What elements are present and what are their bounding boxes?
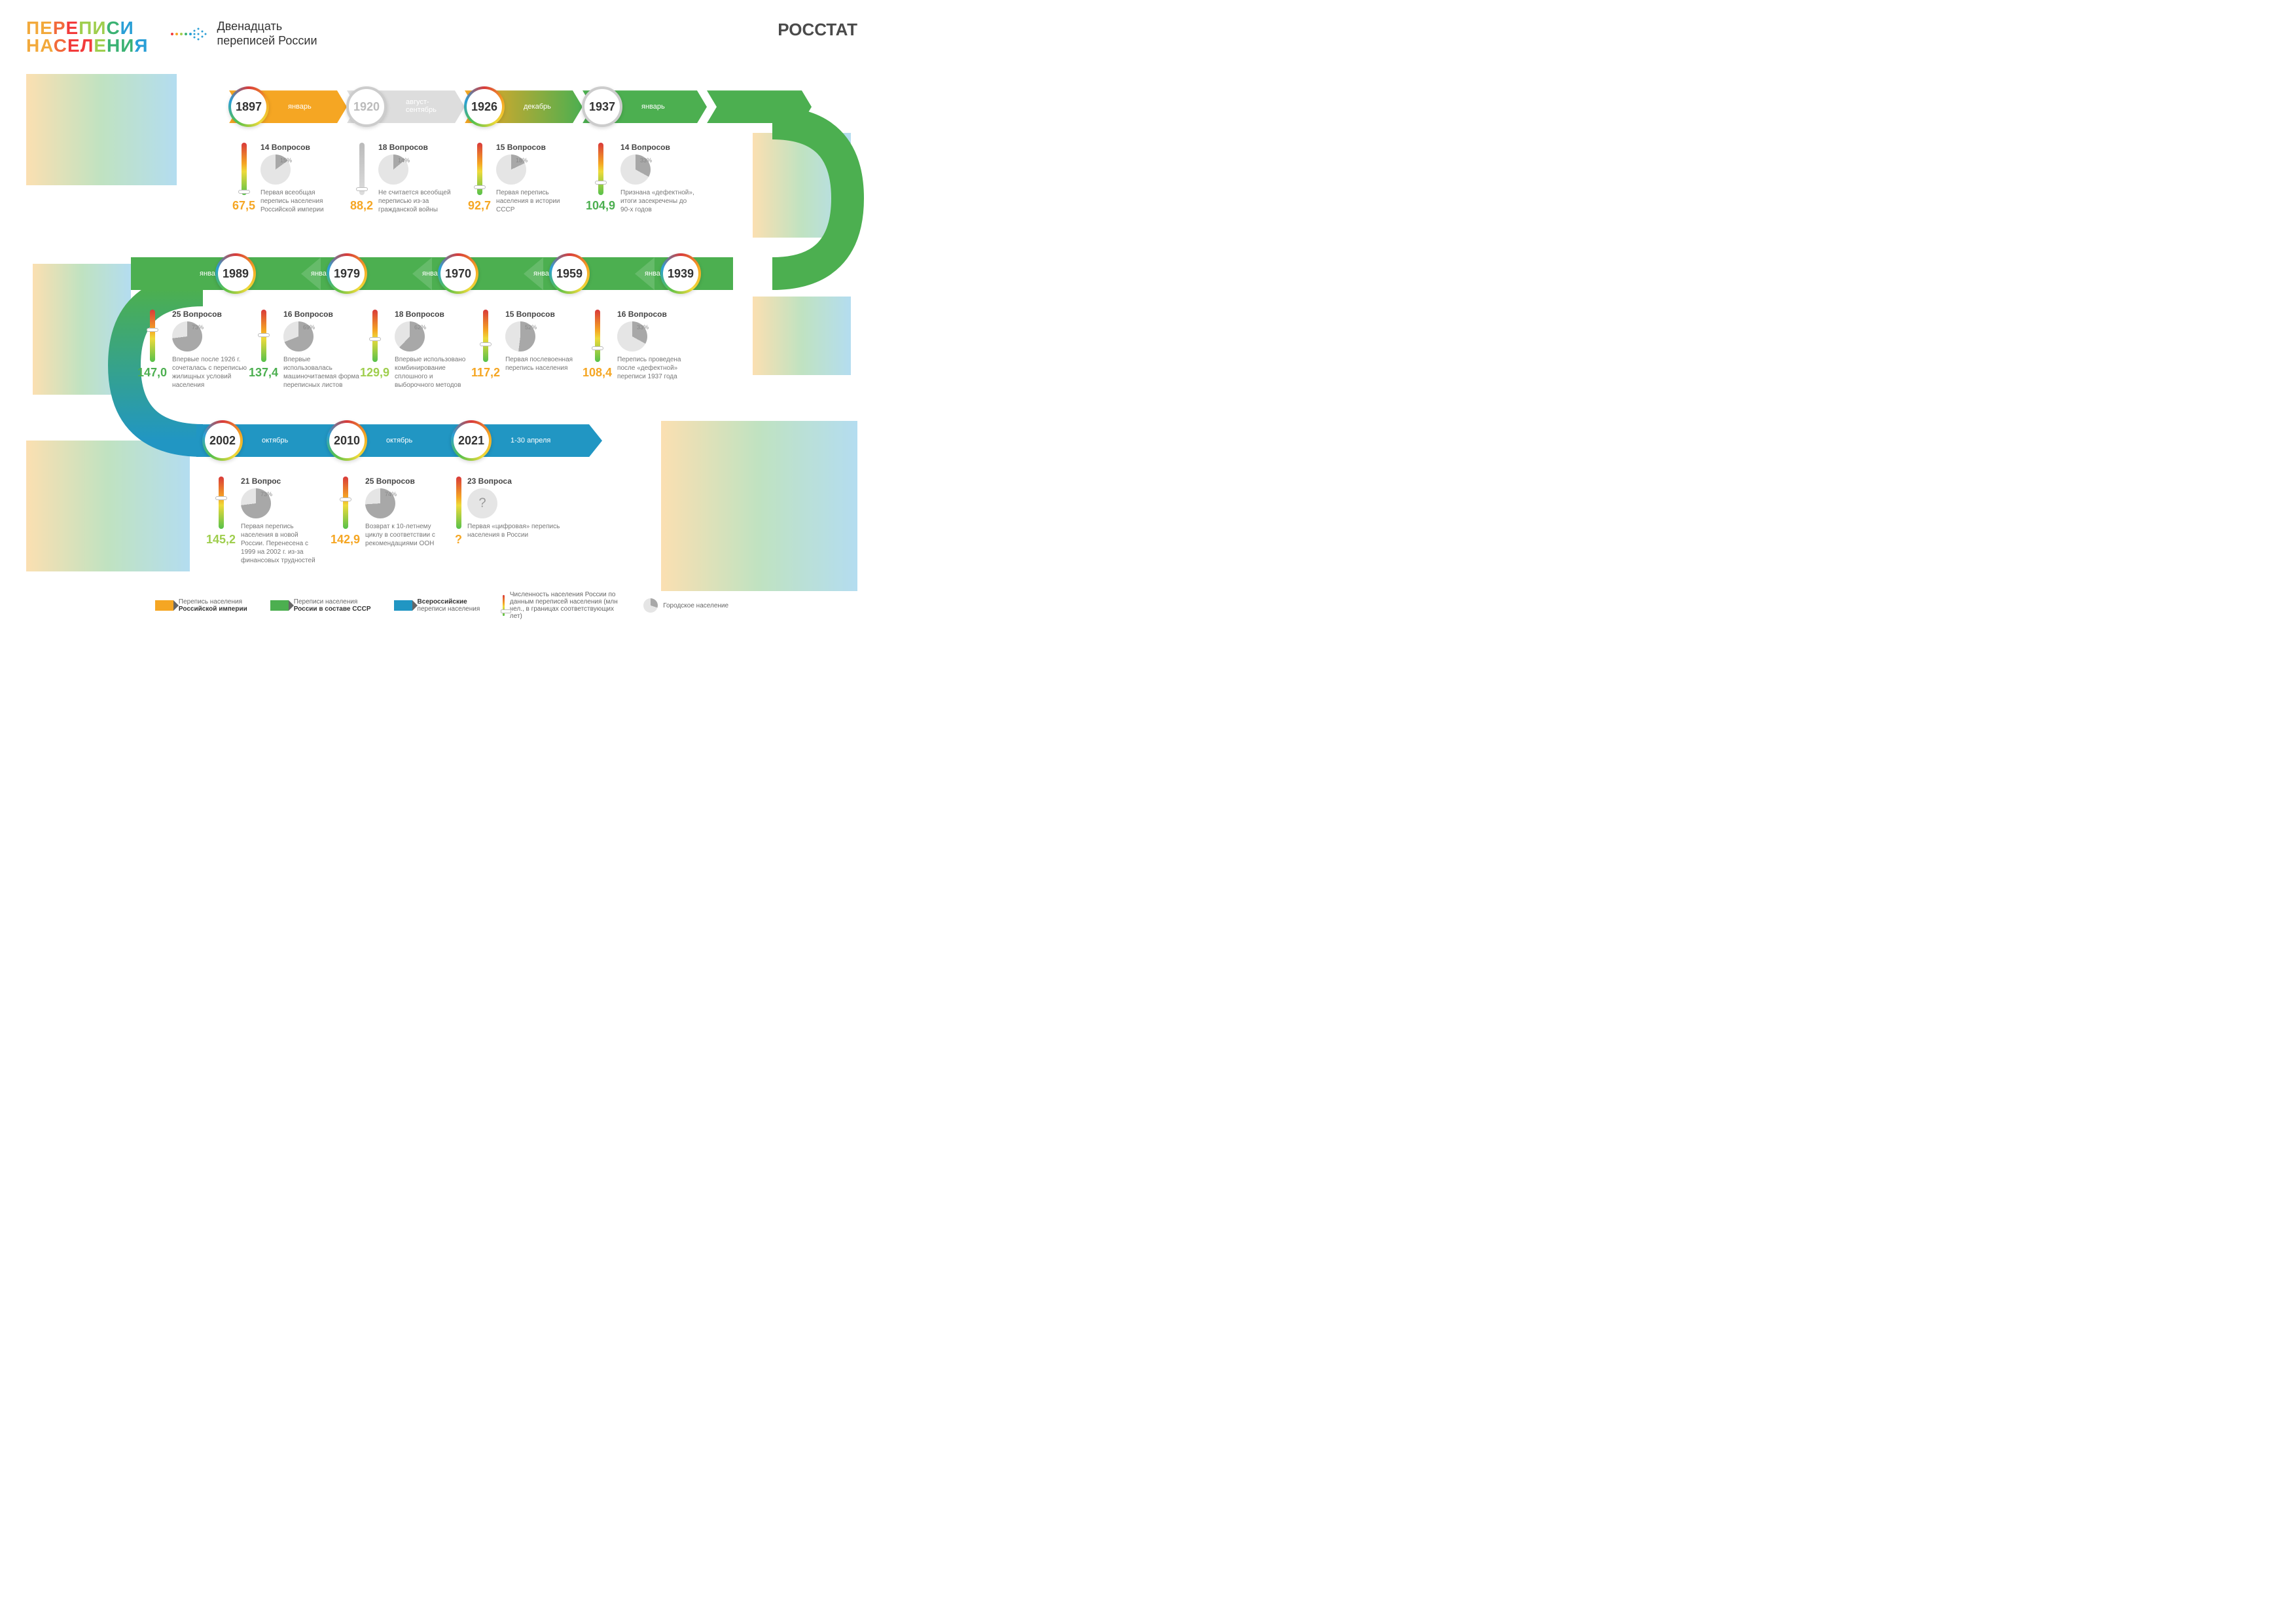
year-badge-2021: 2021 (451, 420, 492, 461)
population-bar (261, 310, 266, 362)
question-count: 25 Вопросов (172, 310, 249, 319)
ribbon-segment (707, 90, 812, 123)
census-card-2021: ? 23 Вопроса ? Первая «цифровая» перепис… (455, 477, 566, 547)
population-bar (150, 310, 155, 362)
question-count: 25 Вопросов (365, 477, 442, 486)
logo-title: ПЕРЕПИСИ НАСЕЛЕНИЯ (26, 20, 149, 54)
census-description: Впервые после 1926 г. сочеталась с переп… (172, 355, 249, 389)
population-bar (598, 143, 603, 195)
sketch-street-icon (26, 441, 190, 571)
ribbon-row-3 (26, 424, 857, 457)
question-count: 14 Вопросов (260, 143, 344, 152)
census-card-1937: 104,9 14 Вопросов 33% Признана «дефектно… (586, 143, 697, 214)
month-label: январь (288, 103, 312, 111)
census-card-1897: 67,5 14 Вопросов 15% Первая всеобщая пер… (232, 143, 344, 214)
population-value: 108,4 (583, 366, 612, 380)
month-label: август- сентябрь (406, 98, 437, 114)
question-count: 15 Вопросов (505, 310, 583, 319)
population-value: 145,2 (206, 533, 236, 547)
month-label: октябрь (386, 437, 412, 444)
census-card-1926: 92,7 15 Вопросов 18% Первая перепись нас… (468, 143, 579, 214)
brand-rosstat: РОССТАТ (778, 20, 857, 40)
question-count: 16 Вопросов (617, 310, 694, 319)
legend: .legend-swatch-arrow[style*="rgb(245, 16… (26, 591, 857, 620)
census-description: Первая всеобщая перепись населения Росси… (260, 189, 344, 214)
population-value: 88,2 (350, 199, 373, 213)
population-bar (242, 143, 247, 195)
census-description: Впервые использовано комбинирование спло… (395, 355, 471, 389)
year-badge-1989: 1989 (215, 253, 256, 294)
census-description: Признана «дефектной», итоги засекречены … (620, 189, 697, 214)
year-badge-1939: 1939 (660, 253, 701, 294)
question-count: 21 Вопрос (241, 477, 317, 486)
legend-population-bar: Численность населения России по данным п… (503, 591, 620, 620)
population-value: 137,4 (249, 366, 278, 380)
census-description: Первая «цифровая» перепись населения в Р… (467, 522, 566, 539)
population-bar (219, 477, 224, 529)
year-badge-1920: 1920 (346, 86, 387, 127)
arrow-dots-icon (168, 24, 207, 44)
question-count: 14 Вопросов (620, 143, 697, 152)
question-count: 18 Вопросов (378, 143, 461, 152)
population-bar (477, 143, 482, 195)
ribbon-row-1 (26, 90, 857, 123)
census-description: Первая перепись населения в истории СССР (496, 189, 579, 214)
census-card-1979: 137,4 16 Вопросов 69% Впервые использова… (249, 310, 360, 389)
legend-empire: .legend-swatch-arrow[style*="rgb(245, 16… (155, 598, 247, 613)
population-bar (483, 310, 488, 362)
population-value: 129,9 (360, 366, 389, 380)
population-bar (359, 143, 365, 195)
subtitle: Двенадцать переписей России (217, 20, 317, 48)
year-badge-1959: 1959 (549, 253, 590, 294)
year-badge-1926: 1926 (464, 86, 505, 127)
month-label: январь (641, 103, 665, 111)
population-bar (595, 310, 600, 362)
census-description: Впервые использовалась машиночитаемая фо… (283, 355, 360, 389)
question-count: 18 Вопросов (395, 310, 471, 319)
population-value: 117,2 (471, 366, 500, 380)
year-badge-1937: 1937 (582, 86, 622, 127)
month-label: 1-30 апреля (511, 437, 550, 444)
census-description: Перепись проведена после «дефектной» пер… (617, 355, 694, 381)
year-badge-2010: 2010 (327, 420, 367, 461)
population-value: 142,9 (331, 533, 360, 547)
census-card-1989: 147,0 25 Вопросов 73% Впервые после 1926… (137, 310, 249, 389)
census-card-2002: 145,2 21 Вопрос 73% Первая перепись насе… (206, 477, 317, 565)
question-count: 15 Вопросов (496, 143, 579, 152)
year-badge-2002: 2002 (202, 420, 243, 461)
population-value: 104,9 (586, 199, 615, 213)
month-label: октябрь (262, 437, 288, 444)
question-count: 23 Вопроса (467, 477, 566, 486)
census-description: Первая перепись населения в новой России… (241, 522, 317, 565)
month-label: декабрь (524, 103, 551, 111)
population-value: ? (455, 533, 462, 547)
census-description: Первая послевоенная перепись населения (505, 355, 583, 372)
census-card-1920: 88,2 18 Вопросов 14% Не считается всеобщ… (350, 143, 461, 214)
population-bar (343, 477, 348, 529)
population-value: 147,0 (137, 366, 167, 380)
population-value: 67,5 (232, 199, 255, 213)
legend-ussr: .legend-swatch-arrow[style*="rgb(76, 175… (270, 598, 371, 613)
legend-urban-pie: Городское население (643, 598, 728, 613)
legend-russia: .legend-swatch-arrow[style*="rgb(33, 150… (394, 598, 480, 613)
population-value: 92,7 (468, 199, 491, 213)
question-count: 16 Вопросов (283, 310, 360, 319)
header: ПЕРЕПИСИ НАСЕЛЕНИЯ Двенадцать переписей … (26, 20, 857, 54)
population-bar (456, 477, 461, 529)
census-card-2010: 142,9 25 Вопросов 74% Возврат к 10-летне… (331, 477, 442, 548)
year-badge-1970: 1970 (438, 253, 478, 294)
timeline: 1897 январь 67,5 14 Вопросов 15% Первая в… (26, 74, 857, 585)
population-bar (372, 310, 378, 362)
year-badge-1979: 1979 (327, 253, 367, 294)
census-description: Возврат к 10-летнему циклу в соответстви… (365, 522, 442, 548)
year-badge-1897: 1897 (228, 86, 269, 127)
census-description: Не считается всеобщей переписью из-за гр… (378, 189, 461, 214)
census-card-1959: 117,2 15 Вопросов 52% Первая послевоенна… (471, 310, 583, 380)
sketch-apartment-icon (753, 297, 851, 375)
census-card-1970: 129,9 18 Вопросов 62% Впервые использова… (360, 310, 471, 389)
census-card-1939: 108,4 16 Вопросов 33% Перепись проведена… (583, 310, 694, 381)
